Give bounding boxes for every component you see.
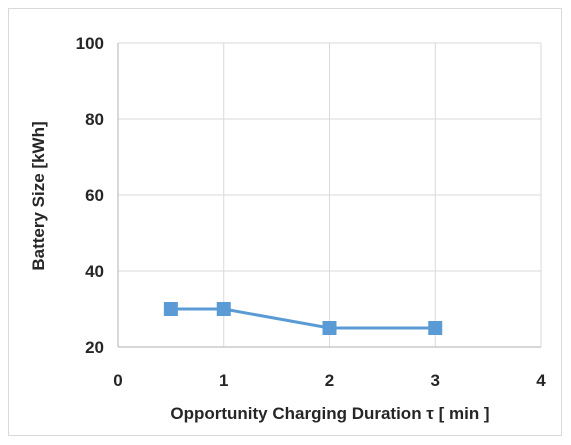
x-tick-label: 3 (431, 371, 440, 390)
y-tick-label: 40 (85, 262, 104, 281)
x-axis-title: Opportunity Charging Duration τ [ min ] (170, 404, 489, 423)
y-tick-label: 100 (76, 34, 104, 53)
series-group (163, 302, 443, 335)
x-tick-label: 4 (536, 371, 546, 390)
axes (117, 43, 541, 348)
x-tick-labels: 0 1 2 3 4 (113, 371, 546, 390)
y-tick-label: 60 (85, 186, 104, 205)
series-line (170, 307, 436, 330)
data-point-marker (216, 302, 231, 316)
y-tick-label: 20 (85, 338, 104, 357)
chart-frame (8, 8, 562, 436)
x-tick-label: 2 (325, 371, 334, 390)
y-axis-title: Battery Size [kWh] (29, 121, 48, 270)
x-tick-label: 0 (113, 371, 122, 390)
gridlines (118, 42, 542, 347)
y-tick-label: 80 (85, 110, 104, 129)
data-point-marker (163, 302, 178, 316)
data-point-marker (428, 321, 443, 335)
y-tick-labels: 20 40 60 80 100 (76, 34, 104, 357)
data-point-marker (322, 321, 337, 335)
x-tick-label: 1 (219, 371, 228, 390)
